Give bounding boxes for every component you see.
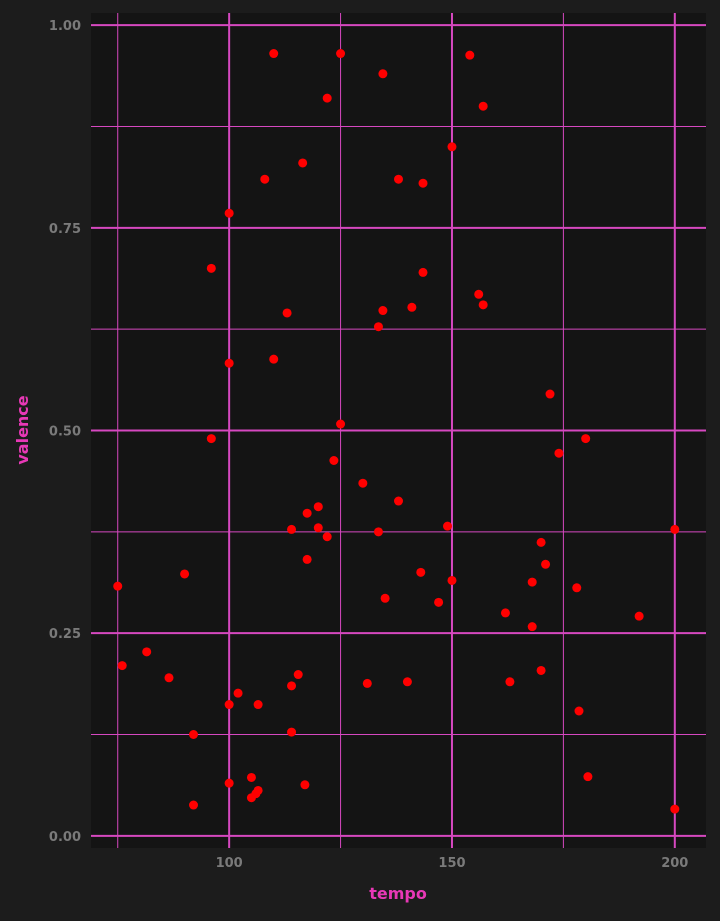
data-point <box>527 577 537 587</box>
data-point <box>378 306 388 316</box>
data-point <box>246 793 256 803</box>
x-tick-label: 100 <box>216 856 243 871</box>
data-point <box>224 358 234 368</box>
data-point <box>394 496 403 506</box>
data-point <box>269 354 279 364</box>
data-point <box>336 419 346 429</box>
y-tick-label: 1.00 <box>49 19 81 34</box>
data-point <box>206 263 216 273</box>
y-tick-label: 0.25 <box>49 627 81 642</box>
data-point <box>336 49 346 59</box>
y-tick-label: 0.00 <box>49 830 81 845</box>
data-point <box>416 567 426 577</box>
data-point <box>224 208 234 218</box>
data-point <box>253 700 263 710</box>
data-point <box>113 581 123 591</box>
data-point <box>206 434 216 444</box>
data-point <box>447 142 457 152</box>
data-point <box>322 532 332 542</box>
data-point <box>545 389 555 399</box>
data-point <box>180 569 190 579</box>
data-point <box>142 647 152 657</box>
x-tick-label: 200 <box>661 856 688 871</box>
data-point <box>260 174 270 184</box>
data-point <box>418 178 428 188</box>
data-point <box>322 93 332 103</box>
data-point <box>298 158 308 168</box>
data-point <box>358 478 368 488</box>
data-point <box>572 583 582 593</box>
data-point <box>581 434 591 444</box>
data-point <box>313 523 323 533</box>
data-point <box>536 665 546 675</box>
data-point <box>478 101 488 111</box>
x-axis-title: tempo <box>369 884 427 903</box>
data-point <box>554 448 564 458</box>
data-point <box>541 559 551 569</box>
data-points <box>113 49 680 814</box>
data-point <box>373 322 383 332</box>
y-tick-label: 0.50 <box>49 425 81 440</box>
data-point <box>246 772 256 782</box>
data-point <box>527 622 537 632</box>
data-point <box>574 706 584 716</box>
data-point <box>418 267 428 277</box>
data-point <box>670 804 680 814</box>
data-point <box>634 611 644 621</box>
data-point <box>313 502 323 512</box>
data-point <box>164 673 174 683</box>
data-point <box>443 521 453 531</box>
data-point <box>402 677 412 687</box>
data-point <box>300 780 310 790</box>
y-tick-label: 0.75 <box>49 222 81 237</box>
data-point <box>378 69 388 79</box>
y-axis-title: valence <box>13 395 32 464</box>
data-point <box>478 300 488 310</box>
data-point <box>536 537 546 547</box>
data-point <box>287 681 297 691</box>
data-point <box>302 554 312 564</box>
data-point <box>505 677 515 687</box>
data-point <box>282 308 292 318</box>
data-point <box>670 524 680 534</box>
y-axis-tick-labels: 0.00 0.25 0.50 0.75 1.00 <box>49 19 81 845</box>
data-point <box>362 678 372 688</box>
data-point <box>302 508 312 518</box>
data-point <box>380 593 390 603</box>
data-point <box>269 49 279 59</box>
data-point <box>224 778 234 788</box>
data-point <box>474 289 484 299</box>
data-point <box>224 700 234 710</box>
x-axis-tick-labels: 100 150 200 <box>216 856 689 871</box>
data-point <box>394 174 403 184</box>
x-tick-label: 150 <box>438 856 465 871</box>
data-point <box>287 727 297 737</box>
data-point <box>407 302 417 312</box>
data-point <box>293 670 303 680</box>
data-point <box>500 608 510 618</box>
data-point <box>189 730 198 740</box>
data-point <box>233 688 243 698</box>
data-point <box>189 800 198 810</box>
data-point <box>465 50 475 60</box>
data-point <box>117 661 127 671</box>
data-point <box>373 527 383 537</box>
data-point <box>583 772 593 782</box>
data-point <box>329 455 339 465</box>
data-point <box>434 597 444 607</box>
data-point <box>447 575 457 585</box>
data-point <box>287 524 297 534</box>
